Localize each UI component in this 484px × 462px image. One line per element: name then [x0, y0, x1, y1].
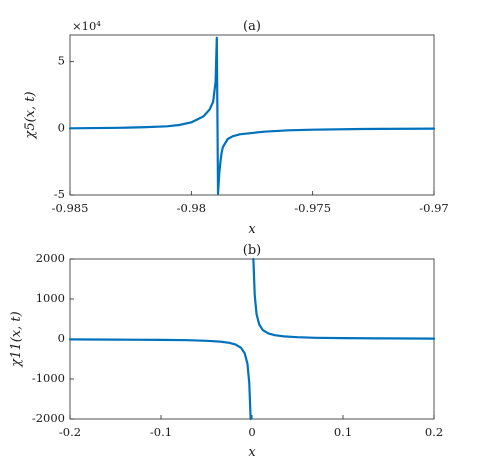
x-tick-label: -0.1 [150, 425, 172, 439]
axes-frame-a [69, 34, 435, 196]
x-tick-label: -0.97 [419, 201, 449, 215]
panel-a: (a) ×10⁴ -0.985 -0.98 -0.975 -0.97 -5 0 … [23, 19, 449, 237]
x-tick-label: -0.98 [177, 201, 207, 215]
panel-b: (b) -0.2 -0.1 0 0.1 0.2 -2000 -1000 0 10… [9, 243, 443, 460]
chart-title-b: (b) [243, 243, 261, 258]
x-ticks-b: -0.2 -0.1 0 0.1 0.2 [59, 415, 443, 439]
y-tick-label: 0 [58, 120, 65, 134]
chart-title-a: (a) [243, 19, 261, 34]
series-line-a [68, 36, 436, 195]
series-line-b-right [252, 257, 436, 340]
y-tick-label: -1000 [32, 371, 65, 385]
x-tick-label: 0.1 [334, 425, 352, 439]
x-ticks-a: -0.985 -0.98 -0.975 -0.97 [52, 191, 449, 215]
series-line-b-left [68, 338, 252, 421]
y-tick-label: -5 [54, 187, 65, 201]
y-tick-label: 5 [58, 54, 65, 68]
x-tick-label: 0 [248, 425, 255, 439]
y-ticks-b: -2000 -1000 0 1000 2000 [32, 251, 74, 425]
y-axis-label-a: χ5(x, t) [23, 91, 38, 139]
y-axis-label-b: χ11(x, t) [9, 311, 24, 367]
y-tick-label: -2000 [32, 411, 65, 425]
y-tick-label: 0 [58, 331, 65, 345]
x-axis-label-a: x [248, 222, 256, 237]
x-tick-label: 0.2 [425, 425, 443, 439]
x-tick-label: -0.975 [294, 201, 331, 215]
y-tick-label: 2000 [36, 251, 65, 265]
x-tick-label: -0.2 [59, 425, 81, 439]
x-tick-label: -0.985 [52, 201, 89, 215]
y-tick-label: 1000 [36, 291, 65, 305]
y-exponent-label-a: ×10⁴ [72, 19, 101, 33]
x-axis-label-b: x [248, 445, 256, 460]
